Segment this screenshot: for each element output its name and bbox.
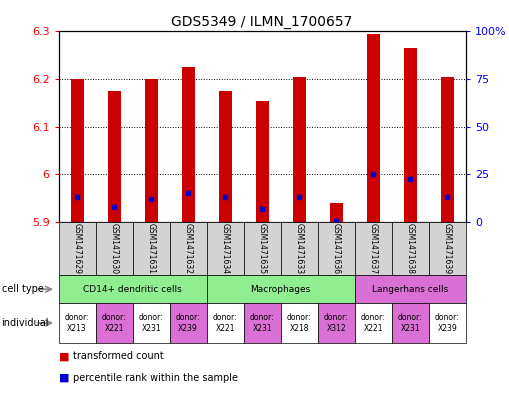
Text: donor:
X239: donor: X239 xyxy=(435,313,460,333)
Text: donor:
X221: donor: X221 xyxy=(213,313,237,333)
Text: CD14+ dendritic cells: CD14+ dendritic cells xyxy=(83,285,182,294)
Bar xyxy=(182,67,194,222)
Text: donor:
X231: donor: X231 xyxy=(398,313,422,333)
Text: GSM1471630: GSM1471630 xyxy=(109,223,119,274)
Text: GSM1471634: GSM1471634 xyxy=(220,223,230,274)
Text: individual: individual xyxy=(2,318,49,328)
Text: GSM1471635: GSM1471635 xyxy=(258,223,267,274)
Bar xyxy=(293,77,305,222)
Bar xyxy=(145,79,158,222)
Text: GSM1471639: GSM1471639 xyxy=(443,223,451,274)
Bar xyxy=(366,34,380,222)
Text: GSM1471629: GSM1471629 xyxy=(73,223,81,274)
Text: donor:
X221: donor: X221 xyxy=(361,313,385,333)
Text: GSM1471633: GSM1471633 xyxy=(295,223,304,274)
Text: GSM1471638: GSM1471638 xyxy=(406,223,415,274)
Text: Langerhans cells: Langerhans cells xyxy=(372,285,448,294)
Text: GSM1471636: GSM1471636 xyxy=(332,223,341,274)
Text: ■: ■ xyxy=(59,351,69,362)
Text: donor:
X231: donor: X231 xyxy=(139,313,163,333)
Title: GDS5349 / ILMN_1700657: GDS5349 / ILMN_1700657 xyxy=(172,15,353,29)
Text: donor:
X213: donor: X213 xyxy=(65,313,90,333)
Text: ■: ■ xyxy=(59,373,69,383)
Bar xyxy=(330,203,343,222)
Bar xyxy=(107,91,121,222)
Text: Macrophages: Macrophages xyxy=(250,285,311,294)
Text: donor:
X239: donor: X239 xyxy=(176,313,201,333)
Text: percentile rank within the sample: percentile rank within the sample xyxy=(73,373,238,383)
Bar xyxy=(219,91,232,222)
Text: donor:
X231: donor: X231 xyxy=(250,313,274,333)
Text: donor:
X221: donor: X221 xyxy=(102,313,126,333)
Text: GSM1471632: GSM1471632 xyxy=(184,223,192,274)
Bar xyxy=(256,101,269,222)
Text: cell type: cell type xyxy=(2,284,43,294)
Text: transformed count: transformed count xyxy=(73,351,163,362)
Text: GSM1471631: GSM1471631 xyxy=(147,223,156,274)
Text: donor:
X218: donor: X218 xyxy=(287,313,312,333)
Bar xyxy=(404,48,417,222)
Text: GSM1471637: GSM1471637 xyxy=(369,223,378,274)
Text: donor:
X312: donor: X312 xyxy=(324,313,349,333)
Bar xyxy=(71,79,83,222)
Bar xyxy=(441,77,454,222)
